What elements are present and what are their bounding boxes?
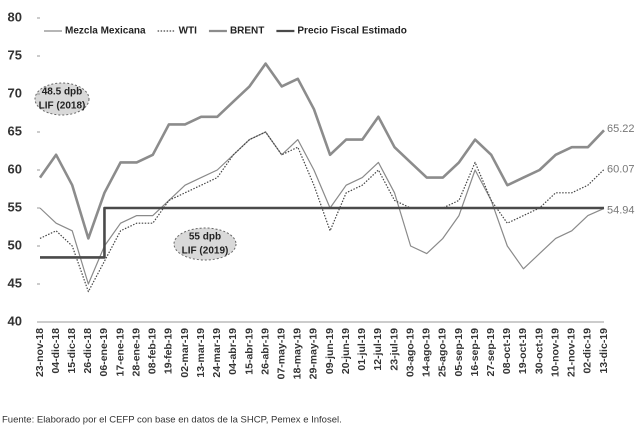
x-tick-label: 07-may-19 bbox=[275, 328, 287, 380]
series-line bbox=[40, 206, 604, 259]
annotation-bubble bbox=[173, 227, 237, 261]
x-tick-label: 23-nov-18 bbox=[34, 328, 46, 377]
series-line bbox=[39, 131, 605, 285]
x-tick-label: 15-abr-19 bbox=[243, 328, 255, 375]
x-tick-label: 14-ago-19 bbox=[421, 328, 433, 377]
source-note: Fuente: Elaborado por el CEFP con base e… bbox=[2, 415, 342, 426]
y-tick-label: 70 bbox=[8, 85, 22, 100]
end-label: 60.07 bbox=[607, 163, 635, 175]
x-tick-label: 26-dic-18 bbox=[82, 328, 94, 374]
x-tick-label: 05-sep-19 bbox=[453, 328, 465, 377]
plot: 40 45 50 55 60 65 70 75 80 23-nov-18 04-dic-18 15-d… bbox=[8, 9, 635, 379]
x-tick-label: 29-may-19 bbox=[308, 328, 320, 380]
x-tick-label: 30-oct-19 bbox=[533, 328, 545, 374]
x-tick-label: 03-ago-19 bbox=[404, 328, 416, 377]
x-tick-label: 16-sep-19 bbox=[469, 328, 481, 377]
y-tick-label: 75 bbox=[8, 47, 22, 62]
y-tick-label: 80 bbox=[8, 9, 22, 24]
legend-label: Mezcla Mexicana bbox=[65, 26, 146, 37]
annotation: LIF (2018) bbox=[39, 101, 86, 112]
annotation: LIF (2019) bbox=[182, 246, 229, 257]
x-tick-label: 08-oct-19 bbox=[501, 328, 513, 374]
x-tick-label: 20-jun-19 bbox=[340, 328, 352, 374]
x-tick-label: 06-ene-19 bbox=[98, 328, 110, 377]
series-line bbox=[39, 131, 605, 293]
x-tick-label: 13-dic-19 bbox=[598, 328, 610, 374]
legend-label: Precio Fiscal Estimado bbox=[297, 26, 407, 37]
annotation-bubble bbox=[34, 82, 90, 116]
annotation: 48.5 dpb bbox=[42, 87, 83, 98]
x-tick-label: 13-mar-19 bbox=[195, 328, 207, 378]
x-tick-label: 08-feb-19 bbox=[147, 328, 159, 374]
end-label: 65.22 bbox=[607, 123, 635, 135]
y-tick-label: 60 bbox=[8, 161, 22, 176]
series-line bbox=[38, 62, 605, 240]
x-tick-label: 02-mar-19 bbox=[179, 328, 191, 378]
y-tick-label: 55 bbox=[8, 199, 22, 214]
x-tick-label: 21-nov-19 bbox=[566, 328, 578, 377]
x-tick-label: 01-jul-19 bbox=[356, 328, 368, 371]
y-tick-label: 40 bbox=[8, 313, 22, 328]
legend-label: BRENT bbox=[230, 26, 264, 37]
x-tick-label: 23-jul-19 bbox=[388, 328, 400, 371]
x-tick-label: 18-may-19 bbox=[292, 328, 304, 380]
end-label: 54.94 bbox=[607, 204, 635, 216]
y-tick-label: 45 bbox=[8, 275, 22, 290]
x-tick-label: 26-abr-19 bbox=[259, 328, 271, 375]
x-tick-label: 02-dic-19 bbox=[582, 328, 594, 374]
x-tick-label: 24-mar-19 bbox=[211, 328, 223, 378]
legend-label: WTI bbox=[179, 26, 198, 37]
annotation: 55 dpb bbox=[189, 232, 221, 243]
x-tick-label: 27-sep-19 bbox=[485, 328, 497, 377]
x-tick-label: 12-jul-19 bbox=[372, 328, 384, 371]
y-tick-label: 65 bbox=[8, 123, 22, 138]
x-tick-label: 19-feb-19 bbox=[163, 328, 175, 374]
x-tick-label: 17-ene-19 bbox=[114, 328, 126, 377]
x-tick-label: 19-oct-19 bbox=[517, 328, 529, 374]
x-tick-label: 04-abr-19 bbox=[227, 328, 239, 375]
y-tick-label: 50 bbox=[8, 237, 22, 252]
x-tick-label: 10-nov-19 bbox=[549, 328, 561, 377]
x-tick-label: 25-ago-19 bbox=[437, 328, 449, 377]
x-tick-label: 04-dic-18 bbox=[50, 328, 62, 374]
x-tick-label: 15-dic-18 bbox=[66, 328, 78, 374]
x-tick-label: 09-jun-19 bbox=[324, 328, 336, 374]
x-tick-label: 28-ene-19 bbox=[130, 328, 142, 377]
